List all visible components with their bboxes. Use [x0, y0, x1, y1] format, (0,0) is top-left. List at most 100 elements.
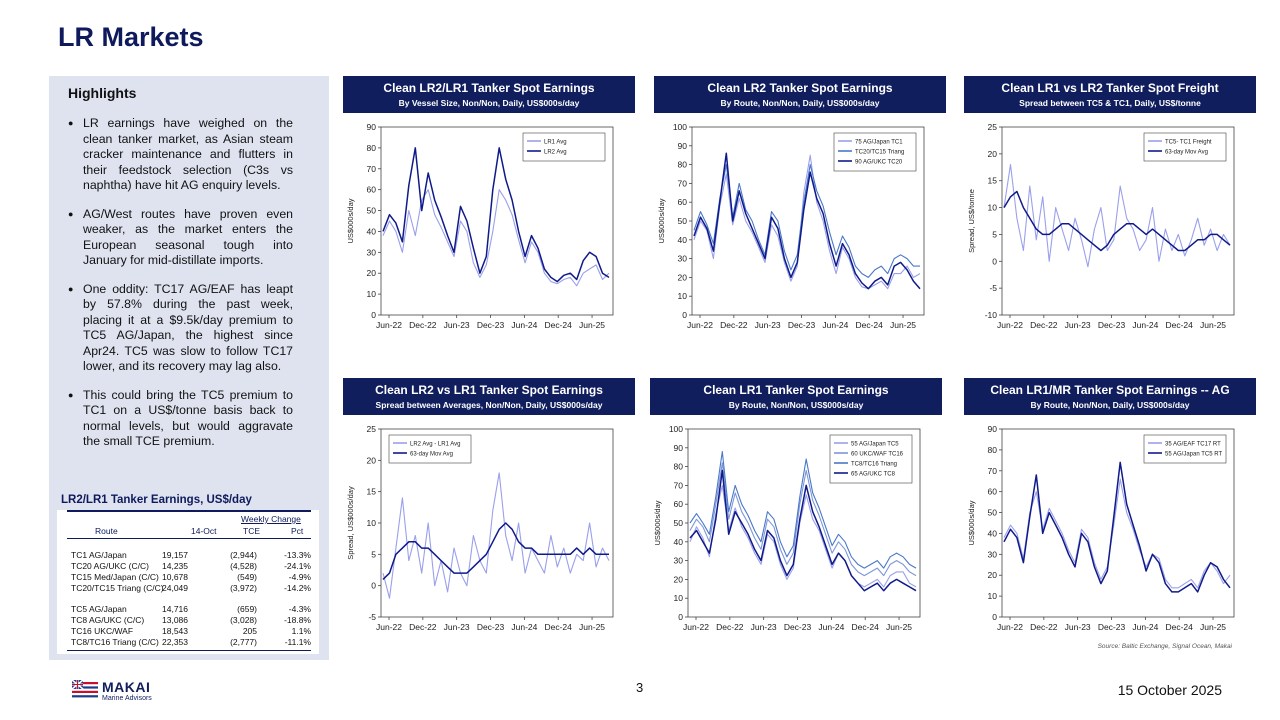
table-bottom-rule — [67, 650, 311, 651]
cell-route: TC5 AG/Japan — [71, 604, 127, 614]
cell-route: TC20 AG/UKC (C/C) — [71, 561, 149, 571]
y-tick-label: 10 — [367, 518, 377, 528]
x-tick-label: Dec-24 — [855, 320, 883, 330]
chart-header: Clean LR2 vs LR1 Tanker Spot Earnings Sp… — [343, 378, 635, 415]
legend-box — [1143, 132, 1227, 162]
y-tick-label: -5 — [368, 612, 376, 622]
x-tick-label: Dec-24 — [851, 622, 879, 632]
page-title: LR Markets — [58, 22, 204, 52]
chart-subtitle: Spread between TC5 & TC1, Daily, US$/ton… — [1019, 98, 1201, 108]
x-tick-label: Jun-25 — [1200, 320, 1226, 330]
table-row: TC16 UKC/WAF 18,543 205 1.1% — [71, 626, 311, 637]
footer-date: 15 October 2025 — [1117, 682, 1222, 698]
highlight-bullet: This could bring the TC5 premium to TC1 … — [68, 388, 293, 450]
earnings-table-title: LR2/LR1 Tanker Earnings, US$/day — [61, 494, 252, 506]
x-tick-label: Jun-22 — [376, 320, 402, 330]
y-tick-label: 90 — [678, 141, 688, 151]
x-tick-label: Dec-24 — [544, 320, 572, 330]
y-tick-label: 20 — [988, 149, 998, 159]
series-line — [382, 522, 609, 580]
y-tick-label: 0 — [682, 310, 687, 320]
y-tick-label: 80 — [674, 462, 684, 472]
chart-header: Clean LR1 Tanker Spot Earnings By Route,… — [650, 378, 942, 415]
col-header-date: 14-Oct — [191, 526, 217, 536]
plot-area — [1001, 428, 1235, 618]
chart-lr1-lr2-freight: -10 -5 0 5 10 15 20 25 Jun-22 Dec-22 Jun-23 Dec-23 J… — [967, 122, 1235, 330]
y-tick-label: 60 — [678, 197, 688, 207]
y-tick-label: 5 — [371, 549, 376, 559]
legend-box — [833, 132, 917, 172]
chart-lr1-by-route: 0 10 20 30 40 50 60 70 80 90 100 Jun-22 Dec-22 Jun-23… — [653, 424, 921, 632]
y-tick-label: 30 — [367, 247, 377, 257]
y-tick-label: 10 — [678, 291, 688, 301]
cell-earnings: 22,353 — [162, 637, 188, 647]
cell-tce-change: (549) — [237, 572, 257, 582]
x-tick-label: Jun-24 — [818, 622, 844, 632]
series-line — [382, 189, 610, 287]
x-tick-label: Jun-22 — [687, 320, 713, 330]
y-tick-label: 10 — [674, 593, 684, 603]
table-row: TC20 AG/UKC (C/C) 14,235 (4,528) -24.1% — [71, 561, 311, 572]
x-tick-label: Jun-23 — [444, 622, 470, 632]
y-tick-label: -10 — [985, 310, 998, 320]
chart-lr2-lr1-earnings: 0 10 20 30 40 50 60 70 80 90 Jun-22 Dec-22 Jun-23 Dec… — [346, 122, 614, 330]
col-header-pct: Pct — [291, 526, 304, 536]
x-tick-label: Dec-23 — [1098, 622, 1126, 632]
series-line — [689, 469, 917, 592]
x-tick-label: Jun-22 — [376, 622, 402, 632]
makai-logo: MAKAI Marine Advisors — [71, 679, 152, 703]
legend-label: 60 UKC/WAF TC16 — [851, 452, 904, 458]
chart-header: Clean LR2 Tanker Spot Earnings By Route,… — [654, 76, 946, 113]
y-tick-label: 70 — [674, 480, 684, 490]
cell-pct-change: -4.3% — [288, 604, 311, 614]
series-line — [1003, 190, 1231, 252]
cell-earnings: 10,678 — [162, 572, 188, 582]
x-tick-label: Jun-25 — [579, 622, 605, 632]
plot-area — [380, 126, 614, 316]
x-tick-label: Jun-24 — [822, 320, 848, 330]
legend-label: TC5- TC1 Freight — [1165, 140, 1212, 146]
cell-earnings: 14,235 — [162, 561, 188, 571]
y-tick-label: 10 — [367, 289, 377, 299]
legend-box — [522, 132, 606, 162]
earnings-table: Weekly Change Route 14-Oct TCE Pct TC1 A… — [57, 510, 319, 654]
y-tick-label: 0 — [371, 310, 376, 320]
weekly-change-header: Weekly Change — [241, 514, 301, 524]
y-tick-label: 15 — [367, 487, 377, 497]
x-tick-label: Jun-25 — [886, 622, 912, 632]
highlight-bullet: LR earnings have weighed on the clean ta… — [68, 116, 293, 194]
chart-panel-lr1-mr-ag: Clean LR1/MR Tanker Spot Earnings -- AG … — [964, 378, 1256, 642]
chart-panel-lr2-lr1-spread: Clean LR2 vs LR1 Tanker Spot Earnings Sp… — [343, 378, 635, 642]
page-number: 3 — [636, 680, 644, 695]
chart-subtitle: By Vessel Size, Non/Non, Daily, US$000s/… — [398, 98, 580, 108]
y-axis-label: Spread, US$000s/day — [346, 486, 355, 560]
chart-title: Clean LR1 vs LR2 Tanker Spot Freight — [1001, 81, 1219, 95]
x-tick-label: Jun-24 — [1132, 320, 1158, 330]
cell-earnings: 19,157 — [162, 550, 188, 560]
x-tick-label: Jun-24 — [511, 622, 537, 632]
y-tick-label: 30 — [674, 556, 684, 566]
chart-header: Clean LR1/MR Tanker Spot Earnings -- AG … — [964, 378, 1256, 415]
y-tick-label: 20 — [674, 574, 684, 584]
logo-tagline: Marine Advisors — [102, 695, 152, 702]
series-line — [1003, 164, 1231, 268]
y-tick-label: 0 — [992, 256, 997, 266]
legend-label: 35 AG/EAF TC17 RT — [1165, 442, 1221, 448]
y-tick-label: 20 — [367, 455, 377, 465]
y-tick-label: 30 — [678, 254, 688, 264]
y-tick-label: 100 — [669, 424, 683, 434]
x-tick-label: Dec-22 — [720, 320, 748, 330]
chart-title: Clean LR2/LR1 Tanker Spot Earnings — [383, 81, 595, 95]
highlight-bullet: One oddity: TC17 AG/EAF has leapt by 57.… — [68, 282, 293, 375]
legend-label: LR2 Avg — [544, 150, 567, 156]
cell-tce-change: (2,944) — [230, 550, 257, 560]
x-tick-label: Jun-24 — [1132, 622, 1158, 632]
y-tick-label: -5 — [989, 283, 997, 293]
series-line — [1003, 461, 1231, 593]
y-tick-label: 40 — [988, 528, 998, 538]
table-row: TC8 AG/UKC (C/C) 13,086 (3,028) -18.8% — [71, 615, 311, 626]
x-tick-label: Dec-23 — [477, 622, 505, 632]
col-header-tce: TCE — [243, 526, 260, 536]
series-line — [382, 472, 610, 599]
y-tick-label: 60 — [674, 499, 684, 509]
